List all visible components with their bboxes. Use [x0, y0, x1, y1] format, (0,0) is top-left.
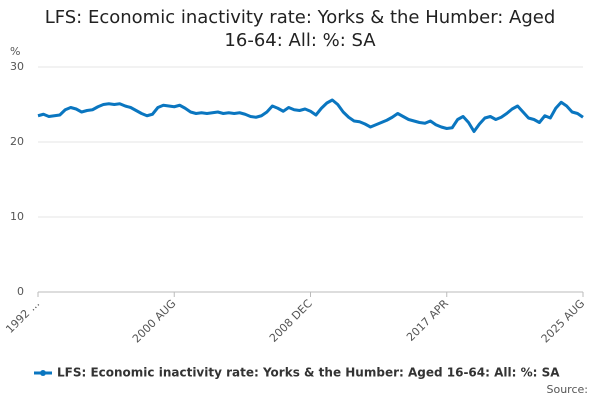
y-tick-label: 30	[10, 60, 24, 73]
chart-title: LFS: Economic inactivity rate: Yorks & t…	[44, 7, 556, 51]
source: Source:	[547, 383, 589, 396]
x-tick-label: 2017 APR	[404, 297, 451, 344]
legend-label: LFS: Economic inactivity rate: Yorks & t…	[57, 366, 560, 380]
x-tick-label: 1992 ...	[3, 297, 42, 336]
y-tick-label: 10	[10, 210, 24, 223]
y-axis-label: %	[10, 45, 20, 58]
x-tick-label: 2000 AUG	[130, 297, 179, 346]
legend: LFS: Economic inactivity rate: Yorks & t…	[34, 366, 560, 380]
y-tick-label: 20	[10, 135, 24, 148]
legend-marker	[40, 370, 46, 376]
y-tick-label: 0	[17, 285, 24, 298]
data-line	[37, 98, 584, 133]
x-tick-label: 2008 DEC	[267, 297, 315, 345]
x-tick-label: 2025 AUG	[539, 297, 588, 346]
